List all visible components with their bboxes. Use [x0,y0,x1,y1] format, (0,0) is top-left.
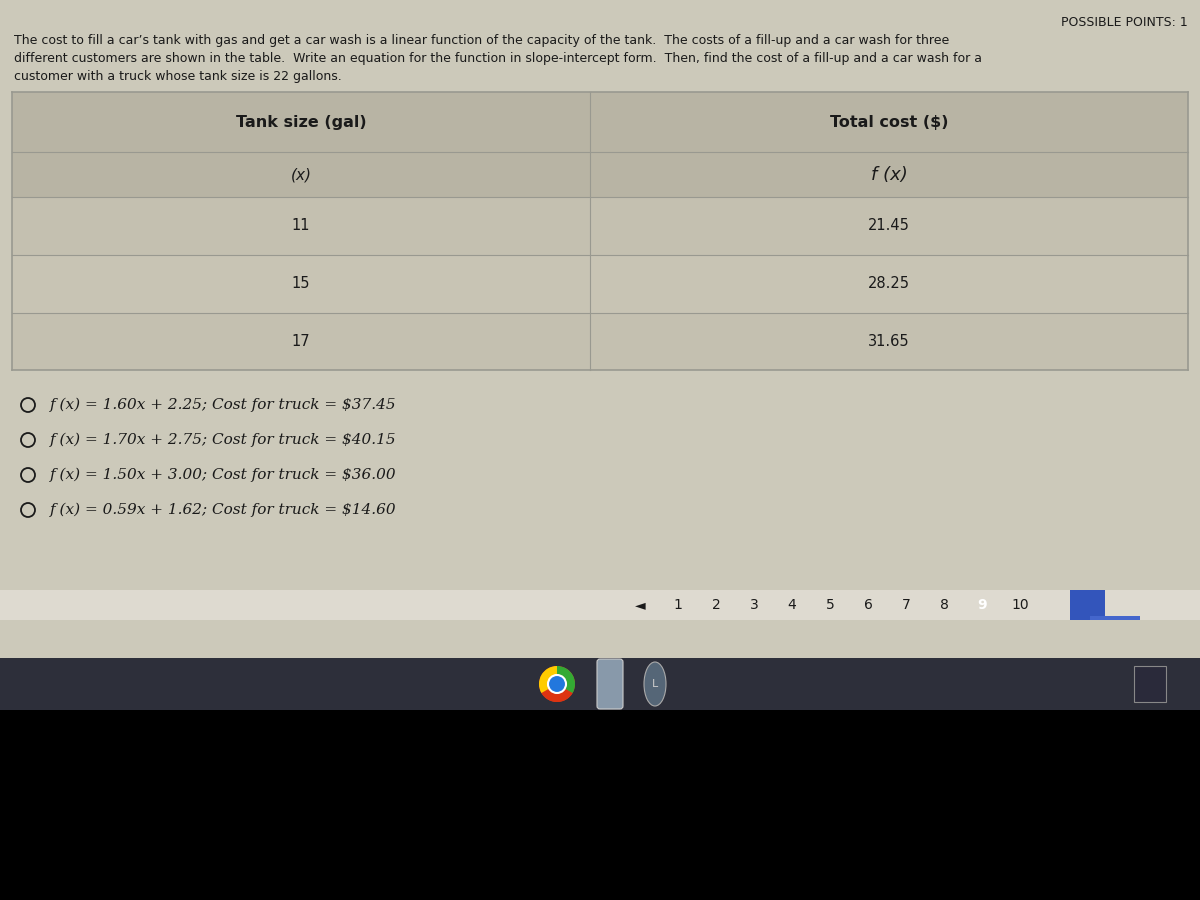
Text: 21.45: 21.45 [868,219,910,233]
Text: f (x) = 1.60x + 2.25; Cost for truck = $37.45: f (x) = 1.60x + 2.25; Cost for truck = $… [50,398,397,412]
Circle shape [548,675,566,693]
Text: 6: 6 [864,598,872,612]
FancyBboxPatch shape [12,152,1188,197]
Text: 9: 9 [977,598,986,612]
Text: 2: 2 [712,598,720,612]
Text: (x): (x) [290,167,312,182]
Text: POSSIBLE POINTS: 1: POSSIBLE POINTS: 1 [1061,16,1188,29]
Text: customer with a truck whose tank size is 22 gallons.: customer with a truck whose tank size is… [14,70,342,83]
FancyBboxPatch shape [12,197,1188,255]
Text: 4: 4 [787,598,797,612]
Text: different customers are shown in the table.  Write an equation for the function : different customers are shown in the tab… [14,52,982,65]
Text: 8: 8 [940,598,948,612]
Text: 31.65: 31.65 [868,334,910,349]
Text: 7: 7 [901,598,911,612]
Ellipse shape [644,662,666,706]
FancyBboxPatch shape [0,590,1200,620]
Text: 3: 3 [750,598,758,612]
Text: The cost to fill a car’s tank with gas and get a car wash is a linear function o: The cost to fill a car’s tank with gas a… [14,34,949,47]
FancyBboxPatch shape [1070,590,1105,620]
FancyBboxPatch shape [12,92,1188,152]
Text: f (x) = 0.59x + 1.62; Cost for truck = $14.60: f (x) = 0.59x + 1.62; Cost for truck = $… [50,503,397,517]
Text: 28.25: 28.25 [868,276,910,292]
Text: L: L [652,679,658,689]
Text: 10: 10 [1012,598,1028,612]
FancyBboxPatch shape [12,313,1188,370]
FancyBboxPatch shape [1134,666,1166,702]
Text: ◄: ◄ [635,598,646,612]
Text: 5: 5 [826,598,834,612]
Text: f (x): f (x) [871,166,907,184]
Text: 1: 1 [673,598,683,612]
Text: Tank size (gal): Tank size (gal) [235,114,366,130]
FancyBboxPatch shape [0,658,1200,710]
Text: 15: 15 [292,276,311,292]
FancyBboxPatch shape [0,710,1200,900]
Wedge shape [541,684,572,702]
Text: f (x) = 1.50x + 3.00; Cost for truck = $36.00: f (x) = 1.50x + 3.00; Cost for truck = $… [50,468,397,482]
FancyBboxPatch shape [12,255,1188,313]
Text: Total cost ($): Total cost ($) [829,114,948,130]
Text: f (x) = 1.70x + 2.75; Cost for truck = $40.15: f (x) = 1.70x + 2.75; Cost for truck = $… [50,433,397,447]
FancyBboxPatch shape [598,659,623,709]
Wedge shape [539,666,557,693]
Wedge shape [557,666,575,693]
FancyBboxPatch shape [0,0,1200,658]
Text: 17: 17 [292,334,311,349]
Text: 11: 11 [292,219,311,233]
Circle shape [539,666,575,702]
FancyBboxPatch shape [1090,616,1140,620]
